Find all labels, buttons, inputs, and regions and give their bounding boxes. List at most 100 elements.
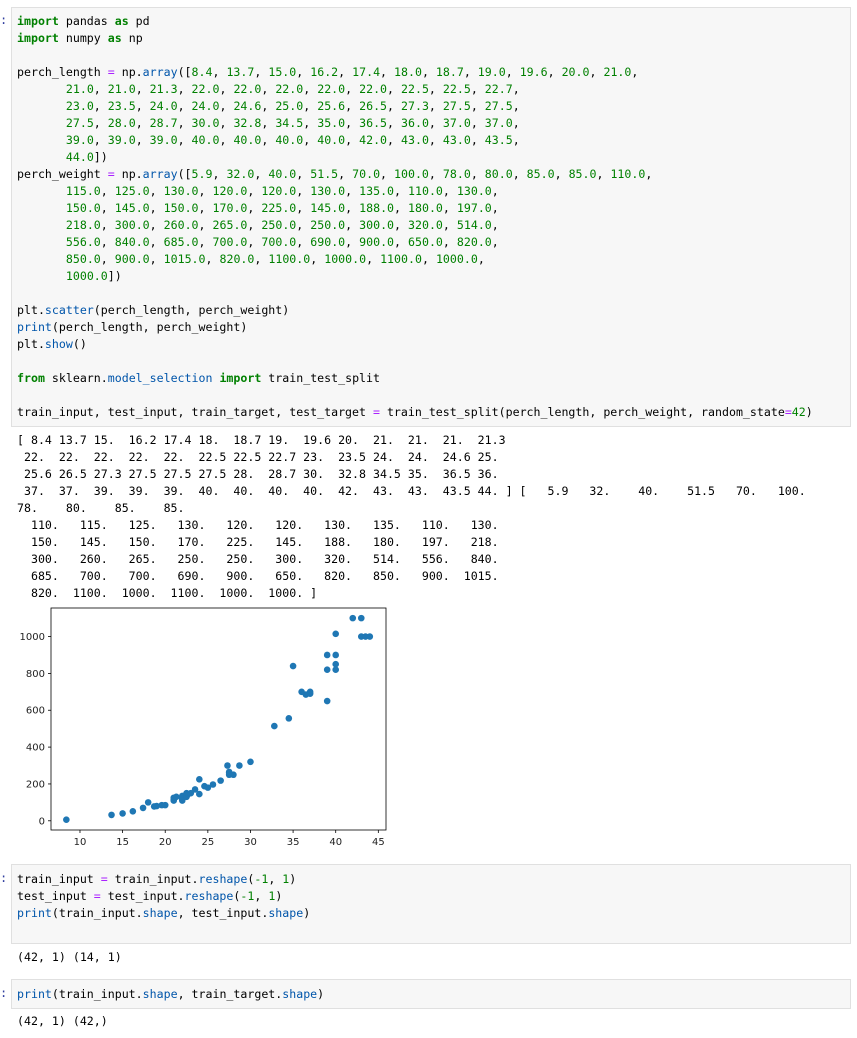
code-token: import [219, 371, 262, 385]
code-token: , [254, 167, 269, 181]
code-token: , [261, 82, 276, 96]
code-token: 100.0 [394, 167, 429, 181]
scatter-point [323, 697, 331, 705]
code-token: 690.0 [310, 235, 346, 249]
code-token: ([ [177, 65, 192, 79]
code-token: , [149, 235, 164, 249]
code-token: , [470, 99, 485, 113]
scatter-point [173, 793, 180, 801]
code-token: 180.0 [408, 201, 443, 215]
code-cell-3[interactable]: print(train_input.shape, train_target.sh… [11, 979, 851, 1009]
code-token: , [212, 65, 227, 79]
code-token: , [254, 889, 269, 903]
code-token: print [17, 987, 52, 1001]
code-token: 225.0 [261, 201, 297, 215]
code-token: 120.0 [212, 184, 248, 198]
code-token: , [596, 167, 611, 181]
code-token: array [142, 167, 178, 181]
code-cell-2[interactable]: train_input = train_input.reshape(-1, 1)… [11, 864, 851, 944]
x-tick-label: 10 [74, 837, 87, 846]
code-line: print(train_input.shape, test_input.shap… [17, 905, 310, 922]
code-line: 44.0]) [17, 149, 108, 166]
code-token: , [345, 218, 360, 232]
code-token: , [470, 116, 485, 130]
code-token: , [387, 82, 401, 96]
code-token: , [205, 252, 220, 266]
code-token: 36.0 [401, 116, 429, 130]
code-token: 145.0 [310, 201, 346, 215]
code-token: , [428, 99, 443, 113]
code-token [17, 252, 66, 266]
code-token: , [512, 167, 527, 181]
code-token: 85.0 [526, 167, 555, 181]
code-token: , [254, 252, 269, 266]
code-token: 26.5 [359, 99, 388, 113]
code-token: ]) [93, 150, 108, 164]
code-token: 20.0 [561, 65, 590, 79]
code-token: , [345, 116, 360, 130]
code-token: 23.0 [65, 99, 94, 113]
code-token: , [303, 99, 318, 113]
code-token: , [547, 65, 562, 79]
code-token: , [149, 201, 164, 215]
code-token: 37.0 [484, 116, 513, 130]
code-token [17, 150, 66, 164]
scatter-point [108, 811, 115, 819]
code-token: , [345, 133, 360, 147]
code-token: = [107, 167, 115, 181]
code-token: 32.0 [226, 167, 255, 181]
code-token: 300.0 [359, 218, 395, 232]
code-token: , [303, 82, 318, 96]
code-token: , [442, 218, 457, 232]
code-token [17, 269, 66, 283]
code-token: , [470, 133, 485, 147]
output-line: [ 8.4 13.7 15. 16.2 17.4 18. 18.7 19. 19… [17, 433, 506, 447]
scatter-point [332, 630, 340, 638]
code-token: 24.0 [149, 99, 178, 113]
code-token: np. [114, 65, 143, 79]
code-token: 24.6 [233, 99, 262, 113]
code-line: 150.0, 145.0, 150.0, 170.0, 225.0, 145.0… [17, 200, 499, 217]
code-token: perch_length [17, 65, 108, 79]
code-token: 40.0 [268, 167, 297, 181]
code-cell-1[interactable]: import pandas as pd import numpy as np per… [11, 7, 851, 427]
code-token: , [247, 235, 262, 249]
code-token: = [372, 405, 380, 419]
x-axis: 10 15 20 25 30 35 40 45 [74, 830, 385, 848]
code-token: 900.0 [114, 252, 150, 266]
code-line: 850.0, 900.0, 1015.0, 820.0, 1100.0, 100… [17, 251, 485, 268]
code-token: 22.7 [484, 82, 513, 96]
code-token: 250.0 [310, 218, 346, 232]
code-token: , [491, 235, 499, 249]
code-token: 25.0 [275, 99, 304, 113]
code-token: import [17, 14, 59, 28]
code-token: 34.5 [275, 116, 304, 130]
code-token: , [442, 184, 457, 198]
code-token: array [142, 65, 178, 79]
code-token: , [394, 235, 408, 249]
code-token: 260.0 [163, 218, 199, 232]
code-token: , [631, 65, 639, 79]
code-token: 1 [282, 872, 290, 886]
scatter-points [63, 614, 374, 824]
code-token: , [421, 252, 436, 266]
code-token: , [198, 201, 213, 215]
code-token: , [366, 252, 381, 266]
code-token [17, 235, 66, 249]
code-token: 265.0 [212, 218, 248, 232]
code-token: , [491, 201, 499, 215]
code-token: , [93, 133, 108, 147]
code-token: , [310, 252, 325, 266]
code-token: , [177, 116, 192, 130]
code-token: 27.5 [442, 99, 471, 113]
scatter-plot: 0 200 400 600 800 1000 10 15 20 25 30 35 40 45 [16, 606, 396, 848]
code-token: 16.2 [310, 65, 339, 79]
code-line: perch_length = np.array([8.4, 13.7, 15.0… [17, 64, 638, 81]
code-token: as [114, 14, 129, 28]
code-token: ) [317, 987, 325, 1001]
code-token: 650.0 [408, 235, 443, 249]
scatter-point [298, 688, 305, 696]
code-token: , [93, 99, 108, 113]
code-token: 22.0 [317, 82, 346, 96]
code-token: print [17, 320, 52, 334]
